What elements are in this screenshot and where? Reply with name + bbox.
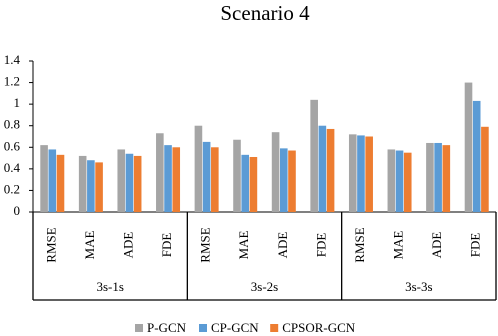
bar bbox=[288, 150, 296, 212]
bar bbox=[403, 152, 412, 212]
bar bbox=[348, 134, 357, 212]
bar bbox=[326, 128, 335, 212]
bar bbox=[164, 145, 172, 212]
y-tick-label: 1 bbox=[14, 95, 21, 110]
bar bbox=[481, 126, 489, 212]
bar bbox=[117, 149, 126, 212]
bar bbox=[172, 147, 181, 212]
bar bbox=[87, 160, 95, 212]
group-label: 3s-3s bbox=[405, 279, 432, 294]
x-tick-label: FDE bbox=[468, 233, 483, 258]
x-tick-label: RMSE bbox=[198, 227, 213, 262]
bar bbox=[310, 99, 318, 212]
bar bbox=[125, 153, 134, 212]
bar bbox=[271, 132, 280, 212]
bar bbox=[78, 155, 87, 212]
legend-label: P-GCN bbox=[147, 320, 187, 335]
bar bbox=[211, 147, 219, 212]
bar bbox=[202, 141, 211, 212]
y-tick-label: 0.8 bbox=[4, 117, 20, 132]
bar bbox=[48, 149, 57, 212]
y-tick-label: 1.2 bbox=[4, 74, 20, 89]
legend-label: CP-GCN bbox=[211, 320, 259, 335]
legend-label: CPSOR-GCN bbox=[282, 320, 356, 335]
bar bbox=[279, 148, 288, 212]
bar bbox=[426, 142, 434, 212]
bar bbox=[357, 135, 365, 212]
x-tick-label: ADE bbox=[275, 232, 290, 259]
bar bbox=[95, 162, 103, 212]
x-tick-label: FDE bbox=[159, 233, 174, 258]
x-tick-label: ADE bbox=[120, 232, 135, 259]
x-tick-label: MAE bbox=[82, 230, 97, 259]
bar bbox=[387, 149, 396, 212]
bar bbox=[434, 142, 442, 212]
chart-title: Scenario 4 bbox=[220, 1, 310, 25]
bar bbox=[318, 125, 327, 212]
legend-swatch bbox=[270, 324, 279, 332]
x-tick-label: RMSE bbox=[352, 227, 367, 262]
bar bbox=[241, 154, 250, 212]
x-tick-label: ADE bbox=[429, 232, 444, 259]
bar bbox=[233, 139, 241, 212]
y-tick-label: 0.6 bbox=[4, 138, 21, 153]
legend-swatch bbox=[135, 324, 143, 332]
bar bbox=[442, 145, 451, 212]
bar bbox=[194, 125, 203, 212]
bar bbox=[464, 82, 473, 212]
group-axis bbox=[32, 212, 497, 301]
x-tick-label: FDE bbox=[313, 233, 328, 258]
legend-swatch bbox=[199, 324, 207, 332]
x-tick-label: MAE bbox=[236, 230, 251, 259]
y-tick-label: 0.2 bbox=[4, 181, 20, 196]
bar bbox=[472, 100, 481, 212]
group-label: 3s-1s bbox=[96, 279, 123, 294]
bar bbox=[133, 155, 142, 212]
x-tick-label: RMSE bbox=[43, 227, 58, 262]
bar bbox=[249, 156, 258, 212]
bar bbox=[156, 133, 164, 212]
bar bbox=[40, 145, 48, 212]
y-tick-label: 1.4 bbox=[4, 52, 21, 67]
bar bbox=[395, 150, 404, 212]
y-tick-label: 0 bbox=[14, 203, 21, 218]
y-tick-label: 0.4 bbox=[4, 160, 21, 175]
bar bbox=[56, 154, 65, 212]
group-label: 3s-2s bbox=[251, 279, 278, 294]
x-tick-label: MAE bbox=[391, 230, 406, 259]
bar bbox=[365, 136, 373, 212]
